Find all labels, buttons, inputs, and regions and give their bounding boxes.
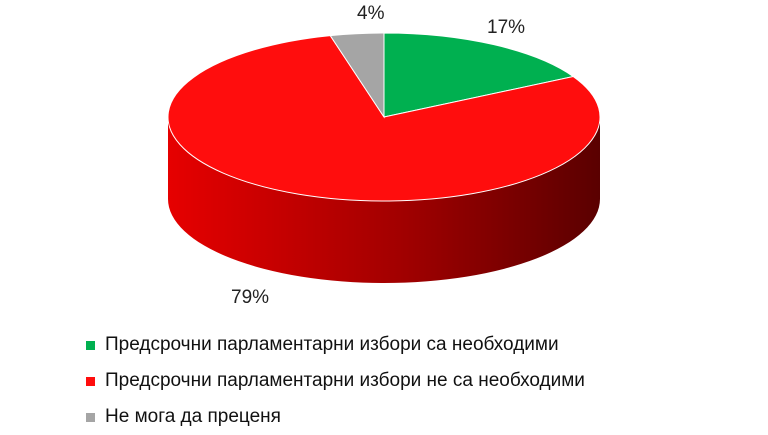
legend-item: Предсрочни парламентарни избори не са не… (86, 363, 585, 399)
legend-swatch (86, 340, 95, 350)
pie-slice-1 (167, 35, 601, 202)
data-label-0: 17% (487, 17, 526, 38)
legend-label: Предсрочни парламентарни избори са необх… (105, 334, 559, 355)
legend-label: Не мога да преценя (105, 406, 281, 427)
legend-swatch (86, 412, 95, 422)
legend-item: Предсрочни парламентарни избори са необх… (86, 327, 585, 363)
legend-item: Не мога да преценя (86, 399, 585, 435)
pie-side-wall (168, 117, 600, 283)
data-label-2: 4% (357, 3, 385, 24)
legend-label: Предсрочни парламентарни избори не са не… (105, 370, 585, 391)
legend: Предсрочни парламентарни избори са необх… (86, 327, 585, 435)
pie-slice-0 (383, 32, 575, 118)
data-label-1: 79% (231, 287, 270, 308)
legend-swatch (86, 376, 95, 386)
pie-slice-2 (329, 32, 385, 119)
